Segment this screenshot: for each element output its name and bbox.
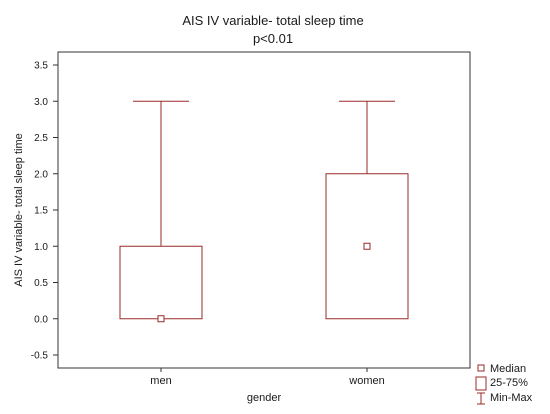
legend: Median 25-75% Min-Max xyxy=(475,363,533,405)
median-marker xyxy=(363,242,371,250)
box-women xyxy=(325,100,409,320)
legend-box-symbol xyxy=(475,376,487,391)
y-tick-label: 1.0 xyxy=(34,242,48,253)
box-men xyxy=(119,100,203,323)
y-tick-label: 0.5 xyxy=(34,278,48,289)
box-iqr xyxy=(325,173,409,320)
chart-subtitle: p<0.01 xyxy=(253,31,293,46)
legend-entry-label: 25-75% xyxy=(490,377,528,389)
legend-median-symbol xyxy=(477,364,485,372)
box-iqr xyxy=(119,245,203,320)
x-category-label: men xyxy=(150,375,171,387)
chart-title: AIS IV variable- total sleep time xyxy=(182,13,363,28)
y-tick-label: -0.5 xyxy=(31,351,49,362)
legend-entry-label: Min-Max xyxy=(490,392,533,404)
x-axis-label: gender xyxy=(247,392,282,404)
legend-entry-label: Median xyxy=(490,363,526,375)
y-tick-label: 3.0 xyxy=(34,97,48,108)
y-axis-label: AIS IV variable- total sleep time xyxy=(13,133,25,286)
median-marker xyxy=(157,315,165,323)
y-tick-label: 1.5 xyxy=(34,206,48,217)
y-axis: -0.5 0.0 0.5 1.0 1.5 2.0 2.5 3.0 3.5 xyxy=(31,61,58,362)
y-tick-label: 2.0 xyxy=(34,169,48,180)
y-tick-label: 3.5 xyxy=(34,61,48,72)
y-tick-label: 0.0 xyxy=(34,314,48,325)
boxes xyxy=(119,100,409,323)
x-category-label: women xyxy=(348,375,384,387)
x-axis: men women xyxy=(150,368,385,387)
y-tick-label: 2.5 xyxy=(34,133,48,144)
